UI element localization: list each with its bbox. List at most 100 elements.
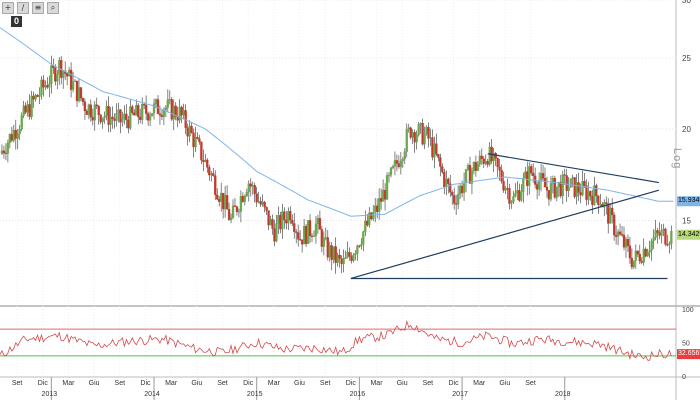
ma-tag-bg — [677, 196, 700, 207]
candle-body — [405, 129, 408, 152]
candle-body — [468, 165, 472, 184]
candle-body — [275, 223, 278, 242]
candle-body — [198, 138, 201, 143]
candle-body — [543, 178, 547, 188]
candle-body — [522, 177, 525, 193]
candle-body — [433, 143, 436, 158]
candle-body — [180, 106, 183, 116]
candle-body — [612, 214, 616, 236]
candle-body — [518, 190, 521, 201]
chart-toolbar: + ∕ ≡ ⌕ — [2, 2, 59, 14]
candle-body — [441, 166, 444, 173]
candle-body — [119, 109, 122, 123]
candle-body — [458, 185, 462, 195]
candle-body — [456, 194, 460, 205]
candle-body — [626, 239, 630, 246]
ma-value-tag: 15.9345 — [678, 197, 700, 205]
candle-body — [476, 163, 480, 171]
candle-body — [279, 215, 282, 230]
candle-body — [10, 134, 13, 141]
candle-body — [2, 150, 6, 154]
candle-body — [417, 124, 420, 136]
candle-body — [565, 175, 568, 191]
candle-body — [255, 193, 258, 203]
month-tick-label: Dic — [243, 380, 254, 387]
candle-body — [466, 165, 470, 170]
candle-body — [216, 194, 219, 200]
candle-body — [111, 116, 114, 119]
candle-body — [152, 103, 156, 114]
candle-body — [172, 105, 175, 120]
candle-body — [545, 186, 549, 191]
candle-body — [512, 196, 515, 202]
candle-body — [210, 173, 213, 176]
candle-body — [595, 185, 598, 197]
candle-body — [239, 196, 243, 212]
candle-body — [524, 171, 527, 179]
candle-body — [577, 182, 580, 193]
candle-body — [253, 185, 256, 194]
candle-body — [42, 79, 45, 88]
candle-body — [137, 104, 140, 118]
candle-body — [129, 106, 132, 129]
candle-body — [237, 211, 241, 213]
candle-body — [79, 87, 83, 99]
candle-body — [455, 203, 458, 205]
candle-body — [28, 104, 31, 118]
pencil-icon[interactable]: ∕ — [17, 2, 29, 14]
month-tick-label: Mar — [473, 380, 486, 387]
candle-body — [212, 173, 215, 176]
month-tick-label: Giu — [191, 380, 202, 387]
candle-body — [247, 183, 250, 193]
candle-body — [295, 231, 298, 233]
candle-body — [640, 260, 643, 263]
candle-body — [654, 230, 657, 238]
candle-body — [263, 201, 266, 208]
text-icon[interactable]: ≡ — [32, 2, 44, 14]
candle-body — [44, 85, 47, 88]
candle-body — [443, 171, 446, 188]
candle-body — [648, 250, 651, 253]
zoom-icon[interactable]: ⌕ — [47, 2, 59, 14]
month-tick-label: Giu — [89, 380, 100, 387]
candle-body — [425, 127, 428, 134]
candle-body — [555, 186, 559, 198]
candle-body — [567, 187, 570, 191]
candle-body — [48, 83, 51, 88]
candle-body — [419, 123, 422, 125]
candle-body — [168, 99, 171, 101]
candle-body — [401, 158, 404, 162]
candle-body — [182, 110, 185, 116]
candle-body — [374, 205, 377, 213]
candle-body — [360, 244, 363, 247]
candle-body — [478, 155, 481, 165]
candle-body — [241, 196, 245, 202]
candle-body — [235, 206, 239, 213]
candle-body — [464, 169, 468, 183]
price-tick-label: 15 — [682, 216, 691, 225]
candle-body — [575, 182, 578, 197]
candle-body — [662, 228, 665, 231]
candle-body — [56, 74, 59, 82]
candle-body — [233, 205, 237, 207]
candle-body — [435, 143, 438, 155]
candle-body — [510, 201, 513, 204]
candle-body — [285, 219, 288, 224]
candle-body — [125, 113, 128, 121]
candle-body — [516, 190, 519, 194]
plus-icon[interactable]: + — [2, 2, 14, 14]
candle-body — [154, 99, 158, 104]
candle-body — [293, 223, 296, 232]
candle-body — [585, 185, 588, 200]
candle-body — [569, 178, 572, 188]
candle-body — [4, 152, 8, 154]
candle-body — [97, 105, 100, 116]
candle-body — [194, 136, 197, 148]
candle-body — [117, 109, 120, 114]
candle-body — [352, 254, 355, 261]
candle-body — [277, 215, 280, 224]
candle-body — [644, 248, 647, 257]
candle-body — [616, 231, 620, 237]
candle-body — [257, 201, 260, 203]
candle-body — [583, 181, 586, 186]
